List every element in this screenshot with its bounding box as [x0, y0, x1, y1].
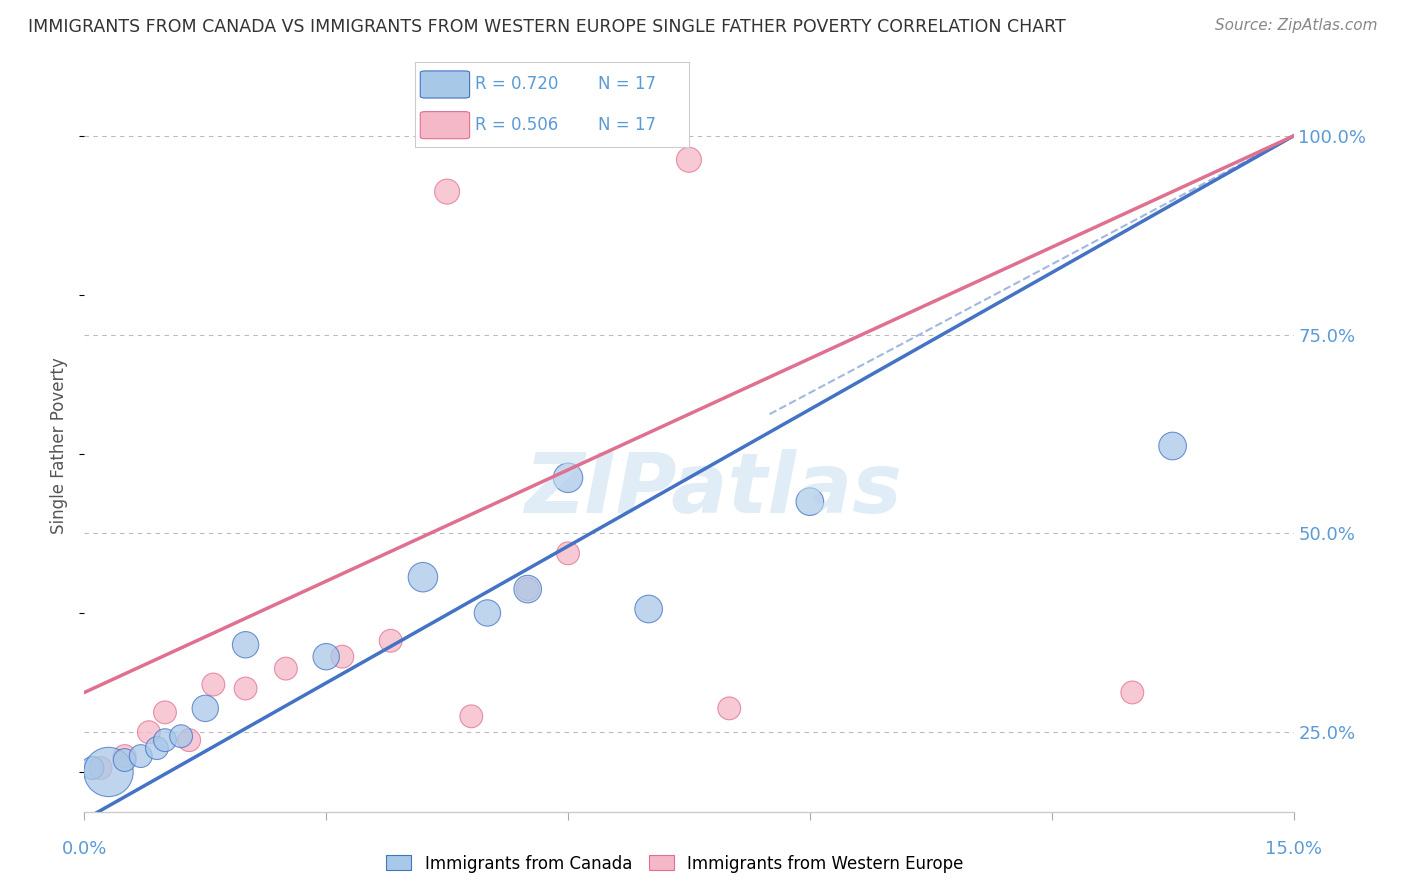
Point: [97, 764, 120, 779]
Text: 0.0%: 0.0%: [62, 839, 107, 857]
FancyBboxPatch shape: [420, 71, 470, 98]
Point: [138, 725, 160, 739]
Point: [235, 638, 257, 652]
Point: [799, 494, 821, 508]
Text: IMMIGRANTS FROM CANADA VS IMMIGRANTS FROM WESTERN EUROPE SINGLE FATHER POVERTY C: IMMIGRANTS FROM CANADA VS IMMIGRANTS FRO…: [28, 18, 1066, 36]
Point: [194, 701, 217, 715]
Point: [1121, 685, 1143, 699]
Point: [380, 633, 402, 648]
Point: [146, 741, 169, 756]
Text: Source: ZipAtlas.com: Source: ZipAtlas.com: [1215, 18, 1378, 33]
Legend: Immigrants from Canada, Immigrants from Western Europe: Immigrants from Canada, Immigrants from …: [380, 848, 970, 880]
Text: ZIPatlas: ZIPatlas: [524, 450, 903, 531]
Point: [114, 749, 136, 764]
Y-axis label: Single Father Poverty: Single Father Poverty: [51, 358, 69, 534]
Point: [153, 706, 176, 720]
Text: 15.0%: 15.0%: [1265, 839, 1322, 857]
Text: N = 17: N = 17: [599, 116, 657, 134]
Text: R = 0.506: R = 0.506: [475, 116, 558, 134]
Point: [460, 709, 482, 723]
Point: [1161, 439, 1184, 453]
Point: [516, 582, 538, 596]
Text: R = 0.720: R = 0.720: [475, 76, 558, 94]
Point: [82, 761, 104, 775]
Point: [678, 153, 700, 167]
Point: [114, 753, 136, 767]
Point: [202, 677, 225, 691]
Point: [235, 681, 257, 696]
Point: [557, 471, 579, 485]
Point: [330, 649, 353, 664]
Point: [436, 185, 458, 199]
Point: [412, 570, 434, 584]
Point: [89, 761, 111, 775]
Point: [129, 749, 152, 764]
Point: [637, 602, 659, 616]
Point: [315, 649, 337, 664]
Point: [274, 662, 297, 676]
Point: [179, 733, 201, 747]
Point: [170, 729, 193, 743]
Point: [153, 733, 176, 747]
Point: [477, 606, 499, 620]
Point: [718, 701, 741, 715]
Point: [557, 546, 579, 560]
FancyBboxPatch shape: [420, 112, 470, 139]
Text: N = 17: N = 17: [599, 76, 657, 94]
Point: [516, 582, 538, 596]
